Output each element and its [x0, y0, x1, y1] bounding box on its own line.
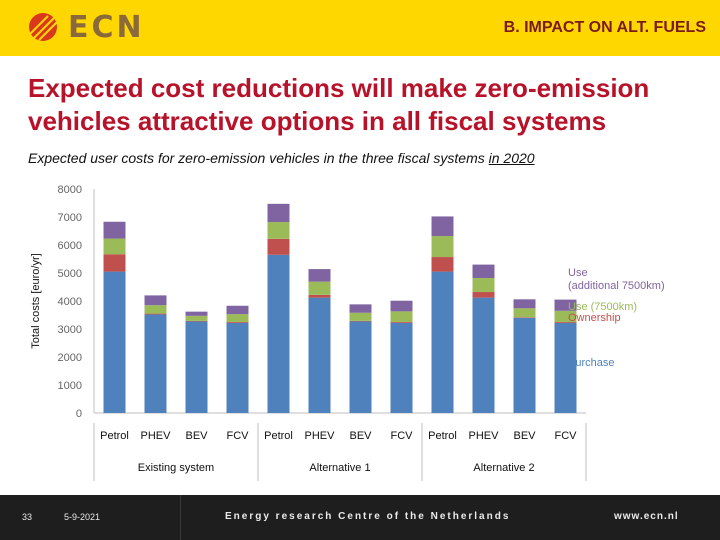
bar-segment [554, 299, 577, 311]
bar-segment [349, 312, 372, 321]
legend-label: (additional 7500km) [568, 280, 665, 292]
footer-url: www.ecn.nl [614, 511, 679, 522]
bar-segment [472, 292, 495, 298]
y-axis-label: Total costs [euro/yr] [30, 253, 42, 348]
x-tick-label: Petrol [264, 430, 293, 442]
bar-segment [103, 238, 126, 255]
bar-segment [390, 311, 413, 322]
group-label: Alternative 1 [309, 462, 370, 474]
stacked-bar-chart: 0 1000 2000 3000 4000 5000 6000 7000 8000 Total c… [30, 184, 665, 481]
bar-segment [554, 322, 577, 413]
bar-segment [472, 297, 495, 413]
subtitle-text: Expected user costs for zero-emission ve… [28, 150, 489, 166]
bar-segment [267, 254, 290, 413]
bar-segment [103, 254, 126, 272]
bar-segment [308, 297, 331, 413]
x-tick-label: BEV [513, 430, 536, 442]
y-tick-label: 3000 [58, 324, 82, 336]
footer-divider [180, 495, 181, 540]
x-tick-label: FCV [227, 430, 250, 442]
bar-segment [390, 322, 413, 413]
legend-label: Use [568, 267, 588, 279]
x-tick-label: FCV [555, 430, 578, 442]
bar-segment [226, 314, 249, 322]
legend-label: Ownership [568, 312, 621, 324]
bar-segment [513, 299, 536, 309]
x-tick-label: PHEV [305, 430, 336, 442]
bar-segment [554, 322, 577, 323]
x-tick-label: FCV [391, 430, 414, 442]
y-tick-label: 8000 [58, 184, 82, 196]
y-tick-label: 4000 [58, 296, 82, 308]
bar-segment [513, 317, 536, 318]
bar-segment [185, 315, 208, 321]
footer-organization: Energy research Centre of the Netherland… [225, 511, 511, 522]
x-tick-label: BEV [349, 430, 372, 442]
slide-headline: Expected cost reductions will make zero-… [28, 73, 650, 136]
bar-segment [226, 305, 249, 315]
bar-segment [349, 304, 372, 313]
bar-segment [431, 216, 454, 237]
legend-label: Use (7500km) [568, 301, 637, 313]
bar-segment [431, 257, 454, 272]
footer-bar: 33 5-9-2021 Energy research Centre of th… [0, 495, 720, 540]
bar-segment [267, 203, 290, 223]
y-tick-label: 7000 [58, 212, 82, 224]
subtitle-year: in 2020 [488, 150, 535, 166]
bar-segment [390, 300, 413, 312]
x-tick-label: BEV [185, 430, 208, 442]
bar-segment [103, 271, 126, 413]
y-tick-label: 0 [76, 408, 82, 420]
slide-number: 33 [22, 512, 33, 522]
bar-segment [308, 281, 331, 295]
y-tick-label: 5000 [58, 268, 82, 280]
group-label: Alternative 2 [473, 462, 534, 474]
footer-date: 5-9-2021 [64, 512, 101, 522]
group-label: Existing system [138, 462, 214, 474]
bar-segment [144, 314, 167, 413]
bar-segment [308, 269, 331, 282]
bar-segment [431, 271, 454, 413]
x-tick-label: PHEV [469, 430, 500, 442]
bar-segment [144, 313, 167, 315]
section-title: B. IMPACT ON ALT. FUELS [503, 19, 706, 36]
header-bar: ECN B. IMPACT ON ALT. FUELS [0, 0, 720, 56]
bar-segment [267, 222, 290, 239]
bar-segment [472, 278, 495, 293]
ecn-logo-icon [29, 13, 58, 41]
bar-segment [308, 294, 331, 298]
bar-segment [226, 322, 249, 413]
ecn-logo: ECN [28, 9, 145, 45]
bar-segment [513, 308, 536, 318]
bar-segment [472, 264, 495, 279]
x-tick-label: PHEV [141, 430, 172, 442]
bar-segment [513, 317, 536, 413]
bar-segment [267, 238, 290, 255]
bar-segment [431, 236, 454, 258]
bar-segment [185, 320, 208, 322]
bar-segment [390, 322, 413, 323]
bar-segment [144, 305, 167, 314]
logo-text: ECN [68, 9, 145, 45]
y-tick-label: 6000 [58, 240, 82, 252]
y-tick-label: 1000 [58, 380, 82, 392]
chart-subtitle: Expected user costs for zero-emission ve… [28, 150, 535, 166]
bar-segment [144, 295, 167, 306]
bar-segment [185, 311, 208, 316]
bar-segment [185, 321, 208, 413]
legend-label: Purchase [568, 357, 614, 369]
bar-segment [349, 320, 372, 322]
bar-segment [226, 322, 249, 323]
bar-segment [349, 321, 372, 413]
bar-segment [103, 221, 126, 239]
x-tick-label: Petrol [428, 430, 457, 442]
bar-segment [554, 310, 577, 322]
y-tick-label: 2000 [58, 352, 82, 364]
x-tick-label: Petrol [100, 430, 129, 442]
